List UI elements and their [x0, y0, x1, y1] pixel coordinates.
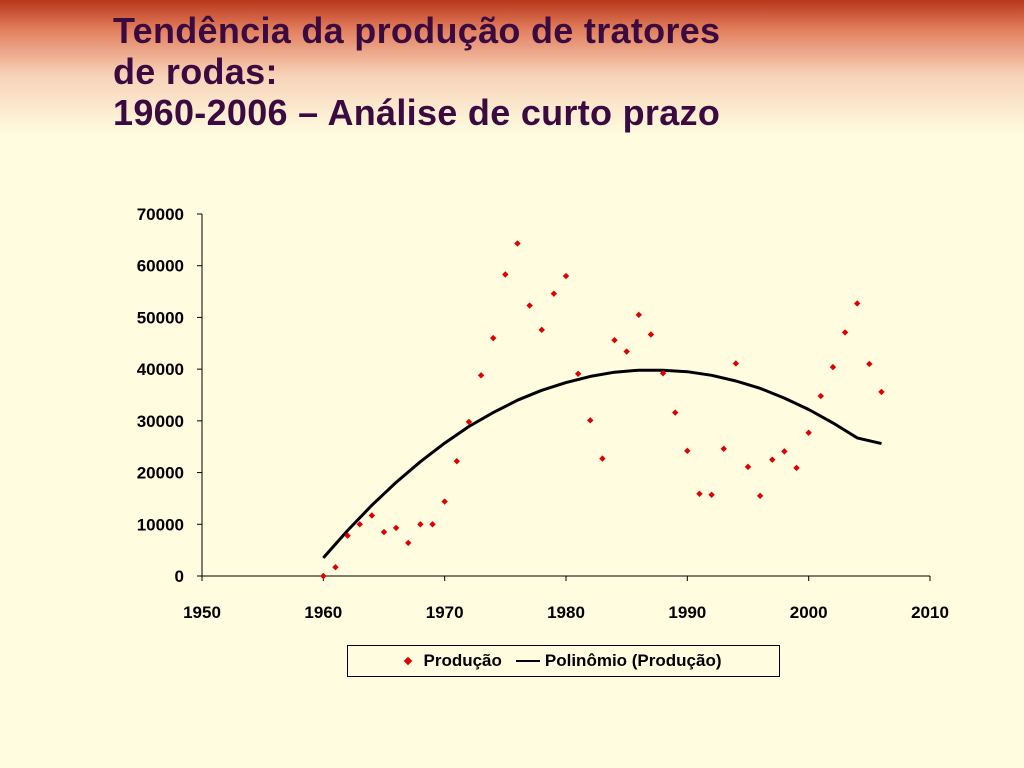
data-point: [380, 528, 388, 536]
data-points: [320, 240, 885, 580]
data-point: [756, 492, 764, 500]
slide-title: Tendência da produção de tratores de rod…: [113, 10, 720, 133]
data-point: [526, 302, 533, 309]
data-point: [817, 392, 824, 400]
data-point: [793, 464, 800, 472]
data-point: [344, 532, 351, 539]
x-tick-label: 1970: [426, 603, 464, 622]
legend-item-producao: Produção: [404, 651, 502, 671]
data-point: [599, 455, 606, 462]
y-tick-label: 10000: [137, 515, 184, 534]
y-tick-label: 70000: [137, 205, 184, 224]
data-point: [854, 300, 861, 307]
data-point: [502, 271, 509, 278]
data-point: [514, 240, 521, 247]
data-point: [356, 521, 363, 528]
slide-title-line-2: de rodas:: [113, 51, 278, 92]
data-point: [562, 272, 570, 280]
data-point: [635, 311, 642, 319]
y-tick-label: 30000: [137, 412, 184, 431]
data-point: [332, 564, 339, 571]
x-tick-label: 1950: [183, 603, 221, 622]
header-gradient: [0, 0, 1024, 140]
data-point: [490, 334, 497, 342]
data-point: [684, 447, 691, 455]
slide-title-line-3: 1960-2006 – Análise de curto prazo: [113, 92, 721, 133]
data-point: [405, 539, 412, 547]
data-point: [465, 418, 473, 426]
data-point: [878, 388, 885, 396]
data-point: [744, 463, 752, 471]
diamond-marker-icon: [404, 656, 413, 666]
data-point: [720, 445, 727, 452]
data-point: [829, 363, 837, 371]
data-point: [574, 370, 582, 377]
data-point: [696, 490, 703, 497]
data-point: [672, 409, 679, 416]
chart-legend: Produção Polinômio (Produção): [347, 645, 780, 677]
trendline-group: [322, 368, 882, 559]
data-point: [805, 429, 812, 436]
data-point: [320, 572, 327, 580]
y-tick-label: 60000: [137, 257, 184, 276]
x-tick-label: 2000: [790, 603, 828, 622]
data-point: [453, 457, 460, 465]
data-point: [732, 360, 740, 367]
data-point: [841, 329, 849, 336]
data-point: [659, 370, 667, 377]
y-tick-label: 40000: [137, 360, 184, 379]
data-point: [587, 417, 594, 424]
data-point: [781, 448, 788, 455]
data-point: [550, 290, 558, 297]
data-point: [769, 456, 776, 463]
x-tick-label: 2010: [911, 603, 949, 622]
legend-label-producao: Produção: [423, 651, 502, 670]
data-point: [417, 521, 424, 528]
x-tick-label: 1990: [668, 603, 706, 622]
chart-axes: 0 10000 20000 30000 40000 50000 60000 70000 1950…: [137, 205, 949, 622]
data-point: [708, 491, 715, 499]
x-tick-label: 1960: [304, 603, 342, 622]
data-point: [611, 336, 618, 344]
trendline: [322, 368, 882, 559]
y-tick-label: 0: [175, 567, 184, 586]
data-point: [866, 360, 873, 368]
data-point: [429, 521, 436, 528]
legend-item-polinomio: Polinômio (Produção): [502, 651, 722, 671]
data-point: [441, 498, 448, 505]
y-tick-label: 50000: [137, 308, 184, 327]
slide-title-line-1: Tendência da produção de tratores: [113, 10, 721, 51]
line-marker-icon: [515, 660, 540, 662]
data-point: [368, 512, 376, 519]
data-point: [477, 372, 485, 379]
y-tick-label: 20000: [137, 464, 184, 483]
data-point: [538, 326, 545, 334]
legend-label-polinomio: Polinômio (Produção): [544, 651, 722, 670]
x-tick-label: 1980: [547, 603, 585, 622]
data-point: [392, 524, 400, 532]
data-point: [647, 331, 655, 338]
data-point: [623, 348, 630, 355]
